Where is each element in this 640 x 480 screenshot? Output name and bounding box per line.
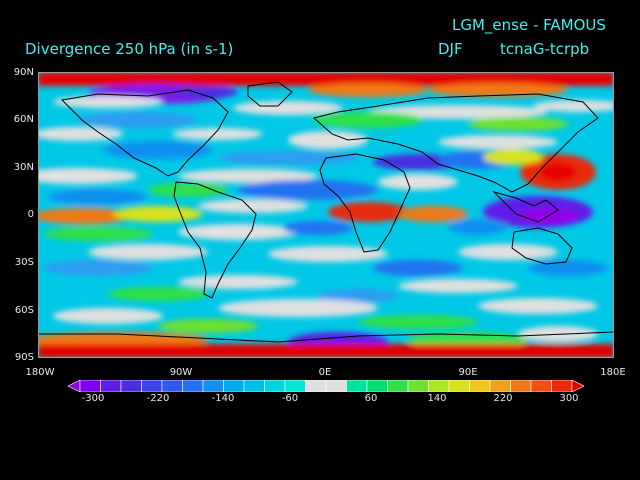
- variable-title: Divergence 250 hPa (in s-1): [25, 40, 234, 58]
- colorbar-swatch: [182, 380, 204, 392]
- colorbar-label: -60: [281, 393, 299, 404]
- lat-label-60n: 60N: [13, 114, 34, 125]
- lon-label-180e: 180E: [600, 367, 626, 378]
- season-label: DJF: [438, 40, 463, 58]
- colorbar: [68, 380, 584, 392]
- colorbar-swatch: [305, 380, 327, 392]
- colorbar-label: -220: [146, 393, 170, 404]
- colorbar-swatch: [284, 380, 306, 392]
- colorbar-swatch: [387, 380, 409, 392]
- colorbar-label: 140: [427, 393, 447, 404]
- colorbar-swatch: [346, 380, 368, 392]
- colorbar-swatch: [489, 380, 511, 392]
- colorbar-swatch: [202, 380, 224, 392]
- experiment-label: tcnaG-tcrpb: [500, 40, 590, 58]
- lat-label-60s: 60S: [14, 305, 34, 316]
- lat-label-30s: 30S: [14, 257, 34, 268]
- lon-label-90w: 90W: [169, 367, 193, 378]
- lon-label-180w: 180W: [25, 367, 55, 378]
- colorbar-label: 300: [559, 393, 579, 404]
- colorbar-swatch: [243, 380, 265, 392]
- colorbar-label: 60: [364, 393, 378, 404]
- colorbar-label: -300: [81, 393, 105, 404]
- run-title: LGM_ense - FAMOUS: [452, 16, 606, 34]
- colorbar-swatch: [551, 380, 573, 392]
- lon-label-90e: 90E: [458, 367, 478, 378]
- lat-label-90s: 90S: [14, 352, 34, 363]
- colorbar-swatch: [530, 380, 552, 392]
- colorbar-swatch: [366, 380, 388, 392]
- colorbar-swatch: [161, 380, 183, 392]
- colorbar-label: 220: [493, 393, 513, 404]
- colorbar-swatch: [407, 380, 429, 392]
- colorbar-swatch: [100, 380, 122, 392]
- colorbar-swatch: [264, 380, 286, 392]
- colorbar-swatch: [79, 380, 101, 392]
- colorbar-swatch: [428, 380, 450, 392]
- lat-label-equator: 0: [27, 209, 34, 220]
- colorbar-swatch: [223, 380, 245, 392]
- colorbar-swatch: [120, 380, 142, 392]
- colorbar-swatch: [448, 380, 470, 392]
- colorbar-swatch: [469, 380, 491, 392]
- colorbar-swatch: [68, 380, 81, 392]
- lon-label-0e: 0E: [318, 367, 332, 378]
- colorbar-label: -140: [211, 393, 235, 404]
- colorbar-swatch: [571, 380, 584, 392]
- lat-label-90n: 90N: [13, 67, 34, 78]
- colorbar-swatch: [141, 380, 163, 392]
- colorbar-swatch: [510, 380, 532, 392]
- colorbar-swatch: [325, 380, 347, 392]
- lat-label-30n: 30N: [13, 162, 34, 173]
- divergence-map: [38, 72, 614, 358]
